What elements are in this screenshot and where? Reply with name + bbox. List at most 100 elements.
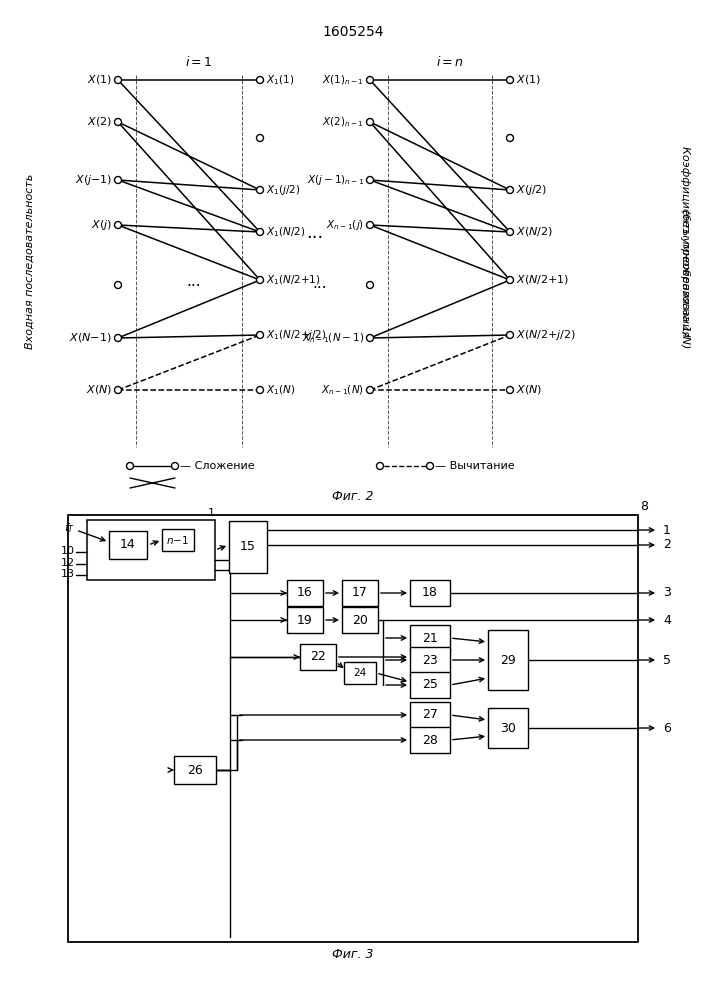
Text: $X(N/2{+}j/2)$: $X(N/2{+}j/2)$	[516, 328, 575, 342]
Text: $X(N/2{+}1)$: $X(N/2{+}1)$	[516, 273, 569, 286]
Text: $X_{n-1}(j)$: $X_{n-1}(j)$	[326, 218, 364, 232]
Bar	[109, 531, 147, 559]
Circle shape	[115, 334, 122, 342]
Text: 17: 17	[352, 586, 368, 599]
Text: $X(N{-}1)$: $X(N{-}1)$	[69, 332, 112, 344]
Text: $X(N)$: $X(N)$	[86, 383, 112, 396]
Text: 3: 3	[663, 586, 671, 599]
Text: ...: ...	[312, 276, 327, 292]
Circle shape	[115, 118, 122, 125]
Bar	[229, 521, 267, 573]
Circle shape	[506, 229, 513, 235]
Circle shape	[366, 77, 373, 84]
Text: $X_1(N)$: $X_1(N)$	[266, 383, 296, 397]
Circle shape	[366, 386, 373, 393]
Text: — Вычитание: — Вычитание	[435, 461, 515, 471]
Text: $f_T$: $f_T$	[64, 521, 75, 535]
Text: 22: 22	[310, 650, 326, 664]
Circle shape	[426, 462, 433, 470]
Text: 26: 26	[187, 764, 203, 776]
Text: — Сложение: — Сложение	[180, 461, 255, 471]
Text: $X(N/2)$: $X(N/2)$	[516, 226, 553, 238]
Circle shape	[257, 276, 264, 284]
Bar	[342, 580, 378, 606]
Circle shape	[506, 134, 513, 141]
Text: ...: ...	[187, 274, 201, 290]
Circle shape	[172, 462, 178, 470]
Text: $i = 1$: $i = 1$	[185, 55, 213, 69]
Circle shape	[115, 77, 122, 84]
Circle shape	[115, 386, 122, 393]
Text: 14: 14	[120, 538, 136, 552]
Circle shape	[257, 229, 264, 235]
Circle shape	[377, 462, 383, 470]
Text: 29: 29	[500, 654, 516, 666]
Bar	[87, 520, 215, 580]
Bar	[488, 708, 528, 748]
Text: $X_1(1)$: $X_1(1)$	[266, 73, 294, 87]
Text: 1: 1	[208, 508, 215, 518]
Circle shape	[115, 282, 122, 288]
Text: $X(j/2)$: $X(j/2)$	[516, 183, 547, 197]
Text: $X_1(N/2)$: $X_1(N/2)$	[266, 225, 305, 239]
Bar	[410, 580, 450, 606]
Text: $X_1(j/2)$: $X_1(j/2)$	[266, 183, 300, 197]
Text: 24: 24	[354, 668, 367, 678]
Text: $X(j)$: $X(j)$	[91, 218, 112, 232]
Text: 8: 8	[640, 500, 648, 513]
Circle shape	[366, 334, 373, 342]
Circle shape	[127, 462, 134, 470]
Circle shape	[506, 186, 513, 194]
Bar	[174, 756, 216, 784]
Text: $X(2)_{n-1}$: $X(2)_{n-1}$	[322, 115, 364, 129]
Text: 4: 4	[663, 613, 671, 626]
Circle shape	[257, 134, 264, 141]
Circle shape	[506, 386, 513, 393]
Bar	[300, 644, 336, 670]
Text: 28: 28	[422, 734, 438, 746]
Bar	[342, 607, 378, 633]
Circle shape	[366, 222, 373, 229]
Text: 12: 12	[61, 558, 75, 568]
Text: $X(N)$: $X(N)$	[516, 383, 542, 396]
Circle shape	[115, 176, 122, 184]
Text: 16: 16	[297, 586, 313, 599]
Text: 13: 13	[61, 569, 75, 579]
Circle shape	[257, 332, 264, 338]
Text: (без умножения на 1/N): (без умножения на 1/N)	[680, 209, 690, 349]
Text: 23: 23	[422, 654, 438, 666]
Text: 10: 10	[61, 546, 75, 556]
Text: $X(j{-}1)$: $X(j{-}1)$	[75, 173, 112, 187]
Circle shape	[506, 332, 513, 338]
Text: $X(j-1)_{n-1}$: $X(j-1)_{n-1}$	[307, 173, 364, 187]
Text: $X(1)$: $X(1)$	[87, 74, 112, 87]
Text: 1: 1	[663, 524, 671, 536]
Circle shape	[257, 386, 264, 393]
Text: 27: 27	[422, 708, 438, 722]
Text: 30: 30	[500, 722, 516, 734]
Circle shape	[366, 282, 373, 288]
Circle shape	[257, 186, 264, 194]
Bar	[344, 662, 376, 684]
Text: $X_{n-1}(N-1)$: $X_{n-1}(N-1)$	[302, 331, 364, 345]
Bar	[410, 702, 450, 728]
Circle shape	[257, 77, 264, 84]
Text: $i = n$: $i = n$	[436, 55, 464, 69]
Text: 19: 19	[297, 613, 313, 626]
Text: $n\!-\!1$: $n\!-\!1$	[166, 534, 189, 546]
Text: 2: 2	[663, 538, 671, 552]
Text: $X(1)$: $X(1)$	[516, 74, 541, 87]
Text: $X(1)_{n-1}$: $X(1)_{n-1}$	[322, 73, 364, 87]
Bar	[410, 727, 450, 753]
Bar	[287, 607, 323, 633]
Text: Коэффициенты преобразования: Коэффициенты преобразования	[680, 146, 690, 336]
Text: 15: 15	[240, 540, 256, 554]
Text: Фиг. 3: Фиг. 3	[332, 948, 374, 962]
Circle shape	[506, 77, 513, 84]
Text: 25: 25	[422, 678, 438, 692]
Bar	[410, 647, 450, 673]
Text: 6: 6	[663, 722, 671, 734]
Circle shape	[506, 276, 513, 284]
Text: 20: 20	[352, 613, 368, 626]
Bar	[410, 672, 450, 698]
